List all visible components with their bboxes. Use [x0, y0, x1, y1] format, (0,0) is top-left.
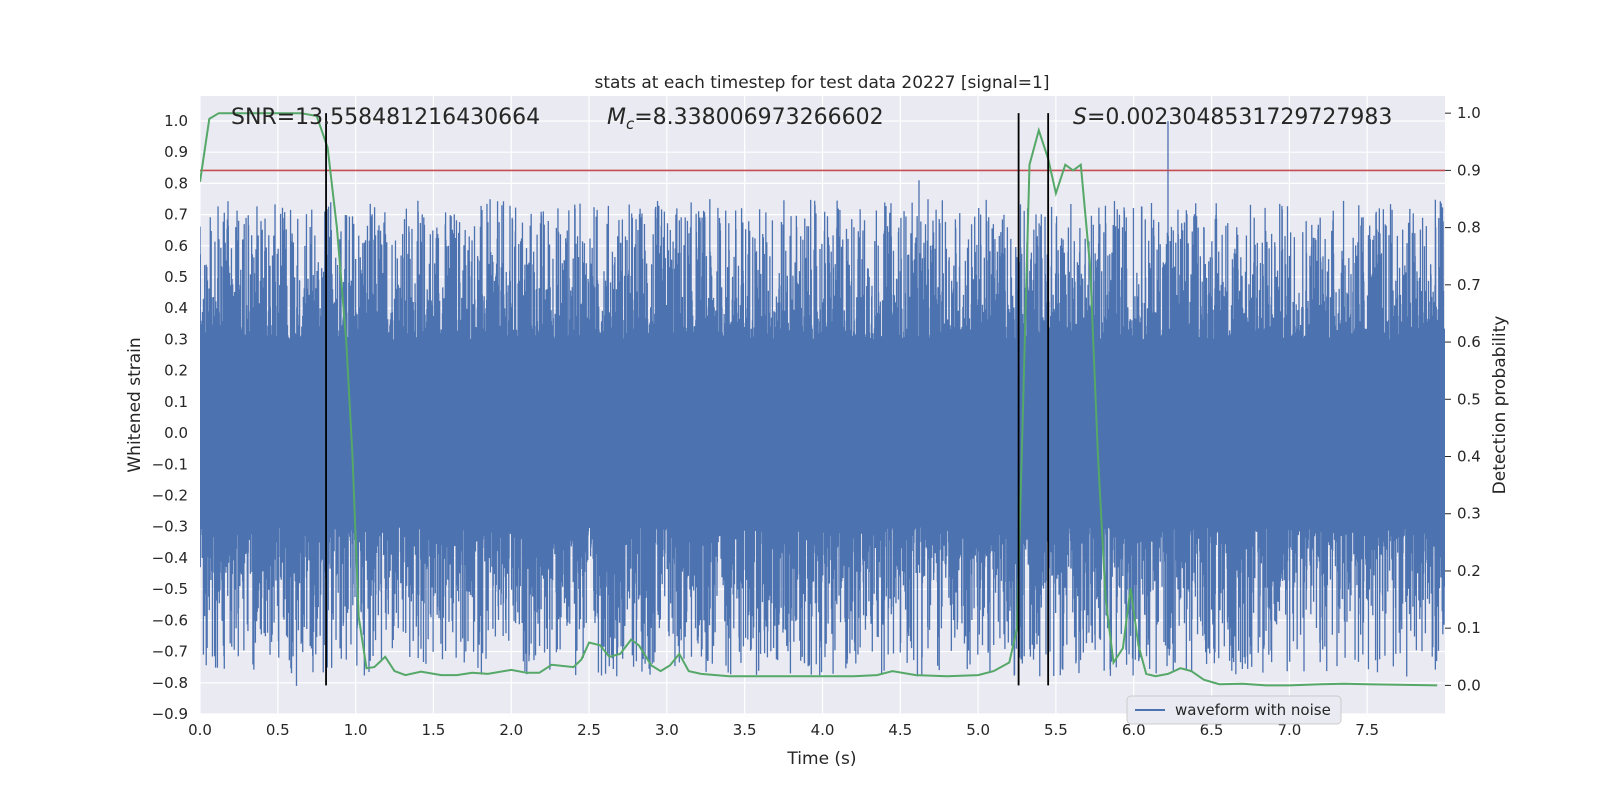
- waveform-line: [200, 121, 1445, 686]
- left-y-tick-label: 1.0: [164, 112, 188, 130]
- x-tick-label: 4.0: [811, 721, 835, 739]
- right-y-tick-label: 0.1: [1457, 619, 1481, 637]
- probability-line: [200, 112, 1438, 687]
- x-tick-label: 5.0: [966, 721, 990, 739]
- snr-annotation: SNR=13.558481216430664: [231, 105, 540, 130]
- left-y-tick-label: −0.5: [152, 580, 188, 598]
- left-y-tick-label: −0.1: [152, 455, 188, 473]
- s-annotation: S=0.0023048531729727983: [1073, 105, 1392, 130]
- left-y-tick-label: 0.2: [164, 362, 188, 380]
- mc-symbol: M: [607, 105, 626, 130]
- legend-waveform-label: waveform with noise: [1175, 701, 1331, 719]
- right-y-tick-label: 0.6: [1457, 333, 1481, 351]
- x-axis-ticks: 0.0 0.5 1.0 1.5 2.0 2.5 3.0 3.5 4.0 4.5 5.0 5.5 6.0 6…: [188, 721, 1379, 739]
- right-y-tick-label: 0.0: [1457, 676, 1481, 694]
- left-y-tick-label: 0.7: [164, 206, 188, 224]
- x-tick-label: 1.0: [344, 721, 368, 739]
- right-y-tick-label: 0.2: [1457, 562, 1481, 580]
- x-axis-label: Time (s): [786, 749, 856, 769]
- left-y-tick-label: −0.3: [152, 518, 188, 536]
- x-tick-label: 1.5: [422, 721, 446, 739]
- mc-subscript: c: [626, 115, 635, 133]
- right-y-tick-label: 0.3: [1457, 505, 1481, 523]
- x-tick-label: 6.5: [1200, 721, 1224, 739]
- x-tick-label: 0.0: [188, 721, 212, 739]
- legend-box: [1126, 695, 1342, 725]
- left-y-tick-label: 0.1: [164, 393, 188, 411]
- vertical-markers: [325, 113, 1050, 686]
- right-y-tick-label: 0.5: [1457, 390, 1481, 408]
- right-y-axis-ticks: 1.0 0.9 0.8 0.7 0.6 0.5 0.4 0.3 0.2 0.1 0.0: [1445, 104, 1481, 694]
- left-y-tick-label: 0.8: [164, 174, 188, 192]
- left-y-tick-label: −0.6: [152, 611, 188, 629]
- right-y-tick-label: 0.4: [1457, 448, 1481, 466]
- x-tick-label: 3.0: [655, 721, 679, 739]
- left-y-tick-label: 0.6: [164, 237, 188, 255]
- left-y-tick-label: 0.9: [164, 143, 188, 161]
- left-y-tick-label: −0.7: [152, 643, 188, 661]
- right-y-tick-label: 1.0: [1457, 104, 1481, 122]
- left-y-tick-label: −0.9: [152, 705, 188, 723]
- x-tick-label: 2.0: [499, 721, 523, 739]
- left-y-axis-ticks: 1.0 0.9 0.8 0.7 0.6 0.5 0.4 0.3 0.2 0.1 0.0 −0.1 −0.…: [152, 112, 188, 723]
- left-y-tick-label: 0.5: [164, 268, 188, 286]
- right-y-tick-label: 0.8: [1457, 219, 1481, 237]
- x-tick-label: 3.5: [733, 721, 757, 739]
- right-y-axis-label: Detection probability: [1490, 316, 1510, 495]
- left-y-tick-label: −0.8: [152, 674, 188, 692]
- left-y-tick-label: −0.2: [152, 487, 188, 505]
- x-tick-label: 7.0: [1277, 721, 1301, 739]
- legend: waveform with noise: [1126, 695, 1342, 725]
- x-tick-label: 7.5: [1355, 721, 1379, 739]
- detection-probability-series: [200, 112, 1438, 687]
- mc-value: =8.338006973266602: [634, 105, 883, 130]
- x-tick-label: 0.5: [266, 721, 290, 739]
- x-tick-label: 4.5: [888, 721, 912, 739]
- right-y-tick-label: 0.7: [1457, 276, 1481, 294]
- s-value: =0.0023048531729727983: [1087, 105, 1392, 130]
- s-symbol: S: [1073, 105, 1087, 130]
- left-y-tick-label: 0.0: [164, 424, 188, 442]
- waveform-series: [200, 121, 1445, 686]
- left-y-axis-label: Whitened strain: [125, 337, 145, 472]
- x-tick-label: 2.5: [577, 721, 601, 739]
- left-y-tick-label: 0.3: [164, 330, 188, 348]
- chart-title: stats at each timestep for test data 202…: [595, 73, 1050, 93]
- x-tick-label: 6.0: [1122, 721, 1146, 739]
- chirp-mass-annotation: Mc=8.338006973266602: [607, 105, 884, 133]
- left-y-tick-label: −0.4: [152, 549, 188, 567]
- left-y-tick-label: 0.4: [164, 299, 188, 317]
- x-tick-label: 5.5: [1044, 721, 1068, 739]
- right-y-tick-label: 0.9: [1457, 161, 1481, 179]
